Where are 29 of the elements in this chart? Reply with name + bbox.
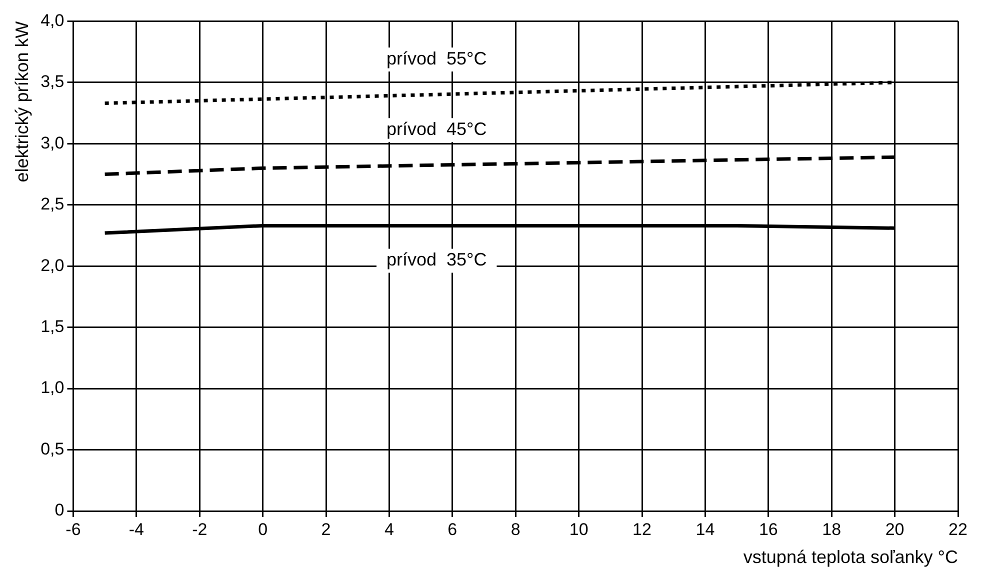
x-tick-label: -4: [128, 520, 144, 539]
y-tick-label: 0,5: [40, 439, 64, 458]
x-tick-label: -6: [66, 520, 81, 539]
x-tick-label: 10: [569, 520, 588, 539]
y-tick-label: 2,5: [40, 194, 64, 214]
y-tick-label: 0: [54, 500, 64, 520]
series-label: prívod 35°C: [386, 250, 487, 270]
x-tick-label: 20: [885, 520, 904, 539]
y-axis-title: elektrický príkon kW: [12, 21, 32, 182]
series-label: prívod 45°C: [386, 119, 487, 140]
x-tick-label: 6: [448, 520, 458, 539]
x-tick-label: 4: [384, 520, 394, 539]
x-tick-label: 16: [758, 520, 778, 539]
x-tick-label: 12: [632, 520, 652, 539]
x-tick-label: 0: [258, 520, 268, 539]
y-tick-label: 3,0: [40, 133, 64, 152]
y-tick-label: 3,5: [40, 72, 64, 92]
x-tick-label: 18: [822, 520, 842, 539]
x-axis-title: vstupná teplota soľanky °C: [743, 547, 958, 568]
x-tick-label: 8: [510, 520, 520, 539]
x-tick-label: 14: [696, 520, 715, 539]
series-label: prívod 55°C: [386, 48, 487, 68]
y-tick-label: 2,0: [40, 256, 64, 275]
y-tick-label: 4,0: [40, 10, 64, 30]
y-tick-label: 1,5: [40, 317, 64, 336]
y-tick-label: 1,0: [40, 378, 64, 398]
x-tick-label: 2: [321, 520, 331, 539]
x-tick-label: 22: [948, 520, 968, 539]
x-tick-label: -2: [192, 520, 208, 539]
